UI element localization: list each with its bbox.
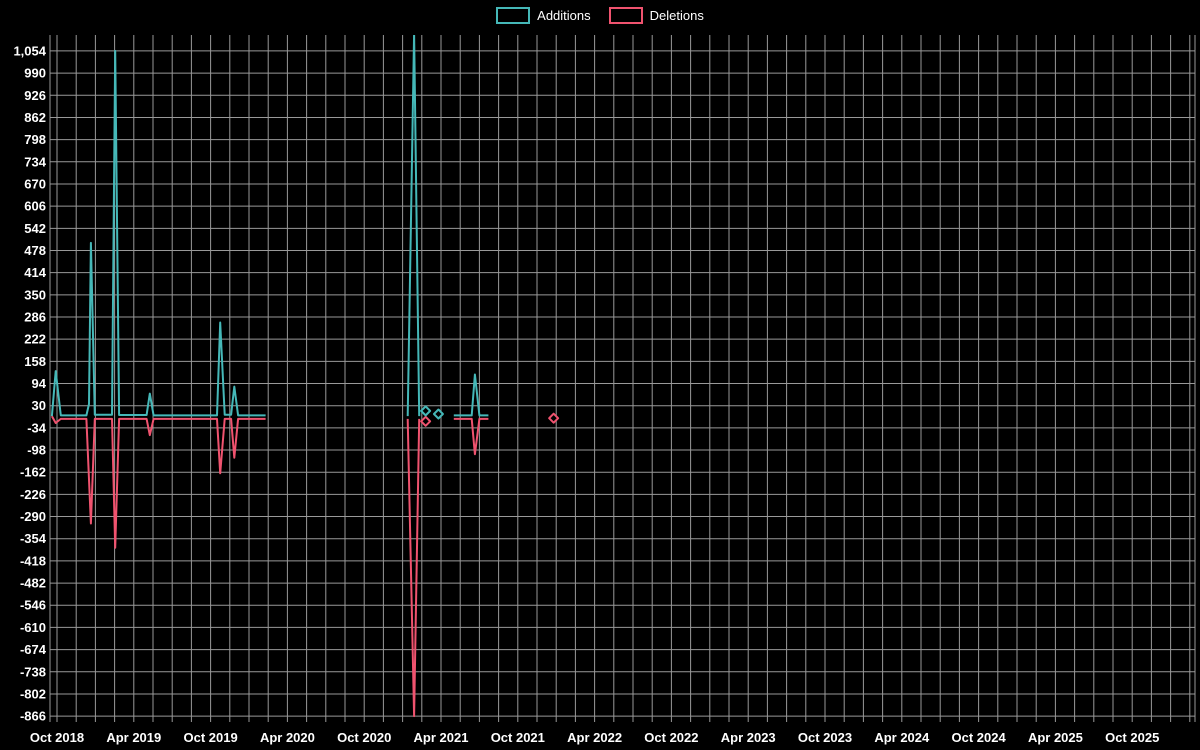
y-tick-label: 798 — [24, 132, 46, 147]
y-tick-label: 734 — [24, 154, 46, 169]
x-tick-label: Apr 2025 — [1028, 730, 1083, 745]
x-tick-label: Oct 2023 — [798, 730, 852, 745]
additions-line — [406, 35, 421, 417]
y-tick-label: -418 — [20, 553, 46, 568]
y-tick-label: -610 — [20, 620, 46, 635]
x-tick-label: Apr 2024 — [874, 730, 930, 745]
y-tick-label: -674 — [20, 642, 47, 657]
y-tick-label: -34 — [27, 420, 47, 435]
additions-line — [50, 49, 266, 417]
y-tick-label: -354 — [20, 531, 47, 546]
x-tick-label: Apr 2020 — [260, 730, 315, 745]
y-tick-label: 222 — [24, 332, 46, 347]
additions-point-marker-icon[interactable] — [420, 405, 432, 417]
x-tick-label: Oct 2019 — [183, 730, 237, 745]
x-tick-label: Oct 2020 — [337, 730, 391, 745]
legend-item-deletions[interactable]: Deletions — [608, 7, 704, 24]
y-tick-label: 350 — [24, 287, 46, 302]
y-tick-label: -866 — [20, 709, 46, 724]
y-tick-label: 1,054 — [13, 43, 46, 58]
y-tick-label: 158 — [24, 354, 46, 369]
y-tick-label: 862 — [24, 110, 46, 125]
y-tick-label: -802 — [20, 686, 46, 701]
y-tick-label: 542 — [24, 221, 46, 236]
y-tick-label: 478 — [24, 243, 46, 258]
y-tick-label: -738 — [20, 664, 46, 679]
x-tick-label: Oct 2024 — [951, 730, 1006, 745]
y-tick-label: 990 — [24, 66, 46, 81]
additions-point-marker-icon[interactable] — [432, 408, 444, 420]
legend-label-additions: Additions — [537, 8, 591, 23]
y-tick-label: -290 — [20, 509, 46, 524]
y-tick-label: -98 — [27, 443, 46, 458]
y-tick-label: 414 — [24, 265, 46, 280]
y-axis-labels: 1,054 990 926 862 798 734 670 606 542 478 414 350 28… — [13, 43, 46, 723]
y-tick-label: 670 — [24, 176, 46, 191]
deletions-point-marker-icon[interactable] — [548, 412, 560, 424]
x-tick-label: Apr 2021 — [414, 730, 469, 745]
x-tick-label: Oct 2018 — [30, 730, 84, 745]
grid-lines — [49, 35, 1196, 722]
chart-legend: Additions Deletions — [0, 7, 1200, 24]
deletions-series — [51, 412, 560, 718]
x-tick-label: Apr 2023 — [721, 730, 776, 745]
y-tick-label: -226 — [20, 487, 46, 502]
x-tick-label: Apr 2019 — [106, 730, 161, 745]
deletions-line — [453, 417, 489, 456]
deletions-line — [51, 415, 266, 549]
deletions-line — [406, 418, 421, 718]
deletions-point-marker-icon[interactable] — [420, 415, 432, 427]
y-tick-label: 286 — [24, 310, 46, 325]
x-tick-label: Oct 2025 — [1105, 730, 1159, 745]
y-tick-label: -546 — [20, 598, 46, 613]
x-axis-labels: Oct 2018 Apr 2019 Oct 2019 Apr 2020 Oct 2020… — [30, 730, 1159, 745]
additions-series — [50, 35, 489, 420]
x-tick-label: Oct 2021 — [491, 730, 545, 745]
additions-swatch-icon — [496, 7, 531, 24]
legend-item-additions[interactable]: Additions — [496, 7, 591, 24]
legend-label-deletions: Deletions — [649, 8, 704, 23]
x-tick-label: Oct 2022 — [644, 730, 698, 745]
y-tick-label: 926 — [24, 88, 46, 103]
y-tick-label: -482 — [20, 576, 46, 591]
y-tick-label: 30 — [32, 398, 46, 413]
y-tick-label: 606 — [24, 199, 46, 214]
y-tick-label: -162 — [20, 465, 46, 480]
y-tick-label: 94 — [32, 376, 47, 391]
additions-line — [453, 373, 489, 417]
deletions-swatch-icon — [608, 7, 643, 24]
x-tick-label: Apr 2022 — [567, 730, 622, 745]
